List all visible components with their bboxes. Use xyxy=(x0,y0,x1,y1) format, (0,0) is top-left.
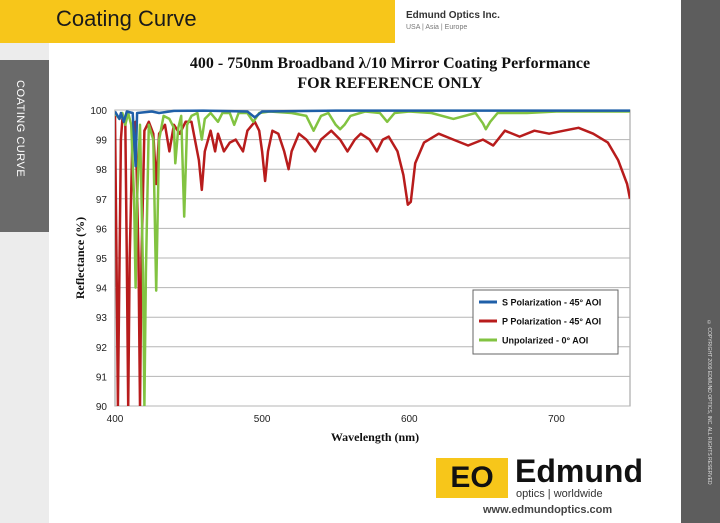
logo-mark-text: EO xyxy=(450,461,494,494)
x-tick-label: 500 xyxy=(254,414,271,425)
company-name: Edmund Optics Inc. xyxy=(406,10,500,21)
x-axis-label: Wavelength (nm) xyxy=(331,430,419,444)
x-tick-label: 400 xyxy=(107,414,124,425)
logo-subtitle: optics | worldwide xyxy=(516,488,603,500)
website-url[interactable]: www.edmundoptics.com xyxy=(483,504,613,516)
x-tick-label: 700 xyxy=(548,414,565,425)
series-line-0 xyxy=(115,109,630,168)
y-tick-label: 93 xyxy=(96,313,108,324)
edmund-logo-mark: EO xyxy=(436,458,508,498)
chart-subtitle: FOR REFERENCE ONLY xyxy=(297,75,483,92)
sidebar-tab xyxy=(0,60,49,232)
y-tick-label: 100 xyxy=(90,106,107,117)
y-axis-label: Reflectance (%) xyxy=(73,217,87,299)
y-tick-label: 92 xyxy=(96,343,108,354)
x-tick-label: 600 xyxy=(401,414,418,425)
legend-box xyxy=(472,289,619,355)
y-tick-label: 91 xyxy=(96,372,108,383)
legend-label-1: P Polarization - 45° AOI xyxy=(502,317,601,327)
logo-word: Edmund xyxy=(515,453,643,489)
legend-label-2: Unpolarized - 0° AOI xyxy=(502,336,588,346)
y-tick-label: 94 xyxy=(96,284,108,295)
y-tick-label: 99 xyxy=(96,136,108,147)
y-tick-label: 97 xyxy=(96,195,108,206)
y-tick-label: 90 xyxy=(96,402,108,413)
legend-label-0: S Polarization - 45° AOI xyxy=(502,298,601,308)
series-line-2 xyxy=(115,110,630,406)
chart-title: 400 - 750nm Broadband λ/10 Mirror Coatin… xyxy=(189,55,591,72)
header-bar xyxy=(0,0,395,43)
y-tick-label: 98 xyxy=(96,165,108,176)
company-regions: USA | Asia | Europe xyxy=(406,24,468,31)
right-sidebar xyxy=(681,0,720,523)
sidebar-label: COATING CURVE xyxy=(14,80,26,178)
header-title: Coating Curve xyxy=(56,6,197,31)
copyright-notice: © COPYRIGHT 2009 EDMUND OPTICS, INC. ALL… xyxy=(706,320,712,485)
y-tick-label: 95 xyxy=(96,254,108,265)
y-tick-label: 96 xyxy=(96,224,108,235)
